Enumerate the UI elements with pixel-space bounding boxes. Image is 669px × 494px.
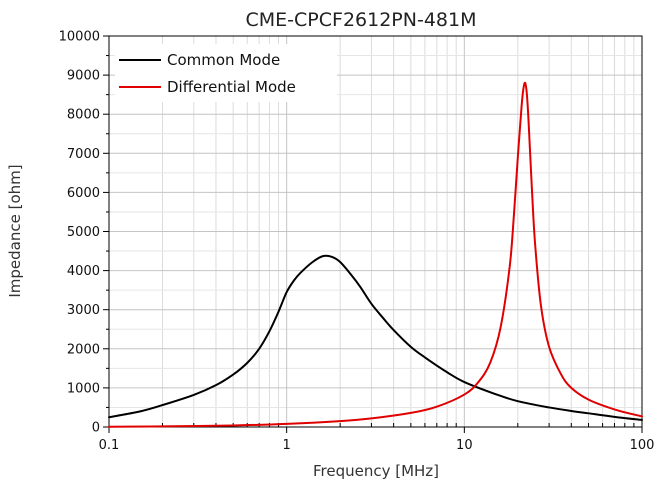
- y-tick-label: 0: [92, 421, 100, 436]
- y-tick-label: 6000: [67, 186, 100, 201]
- y-tick-label: 8000: [67, 108, 100, 123]
- x-axis-label: Frequency [MHz]: [313, 462, 439, 480]
- y-tick-label: 7000: [67, 147, 100, 162]
- y-axis-ticks: 0 1000 2000 3000 4000 5000 6000 7000 8000 9000 100…: [59, 30, 109, 436]
- y-axis-label: Impedance [ohm]: [6, 164, 24, 297]
- y-tick-label: 4000: [67, 264, 100, 279]
- legend-label: Common Mode: [167, 51, 280, 69]
- x-tick-label: 10: [456, 438, 473, 453]
- y-tick-label: 5000: [67, 225, 100, 240]
- x-tick-label: 100: [630, 438, 655, 453]
- y-tick-label: 3000: [67, 303, 100, 318]
- chart-title: CME-CPCF2612PN-481M: [246, 9, 477, 31]
- series-lines: [108, 81, 643, 428]
- series-line-common-mode: [108, 254, 643, 421]
- y-tick-label: 2000: [67, 342, 100, 357]
- y-tick-label: 10000: [59, 30, 100, 45]
- legend-background: [115, 44, 337, 102]
- y-tick-label: 1000: [67, 381, 100, 396]
- x-tick-label: 1: [283, 438, 291, 453]
- legend-label: Differential Mode: [167, 78, 296, 96]
- legend: Common Mode Differential Mode: [115, 44, 337, 102]
- x-tick-label: 0.1: [99, 438, 120, 453]
- series-line-differential-mode: [108, 81, 643, 428]
- y-tick-label: 9000: [67, 69, 100, 84]
